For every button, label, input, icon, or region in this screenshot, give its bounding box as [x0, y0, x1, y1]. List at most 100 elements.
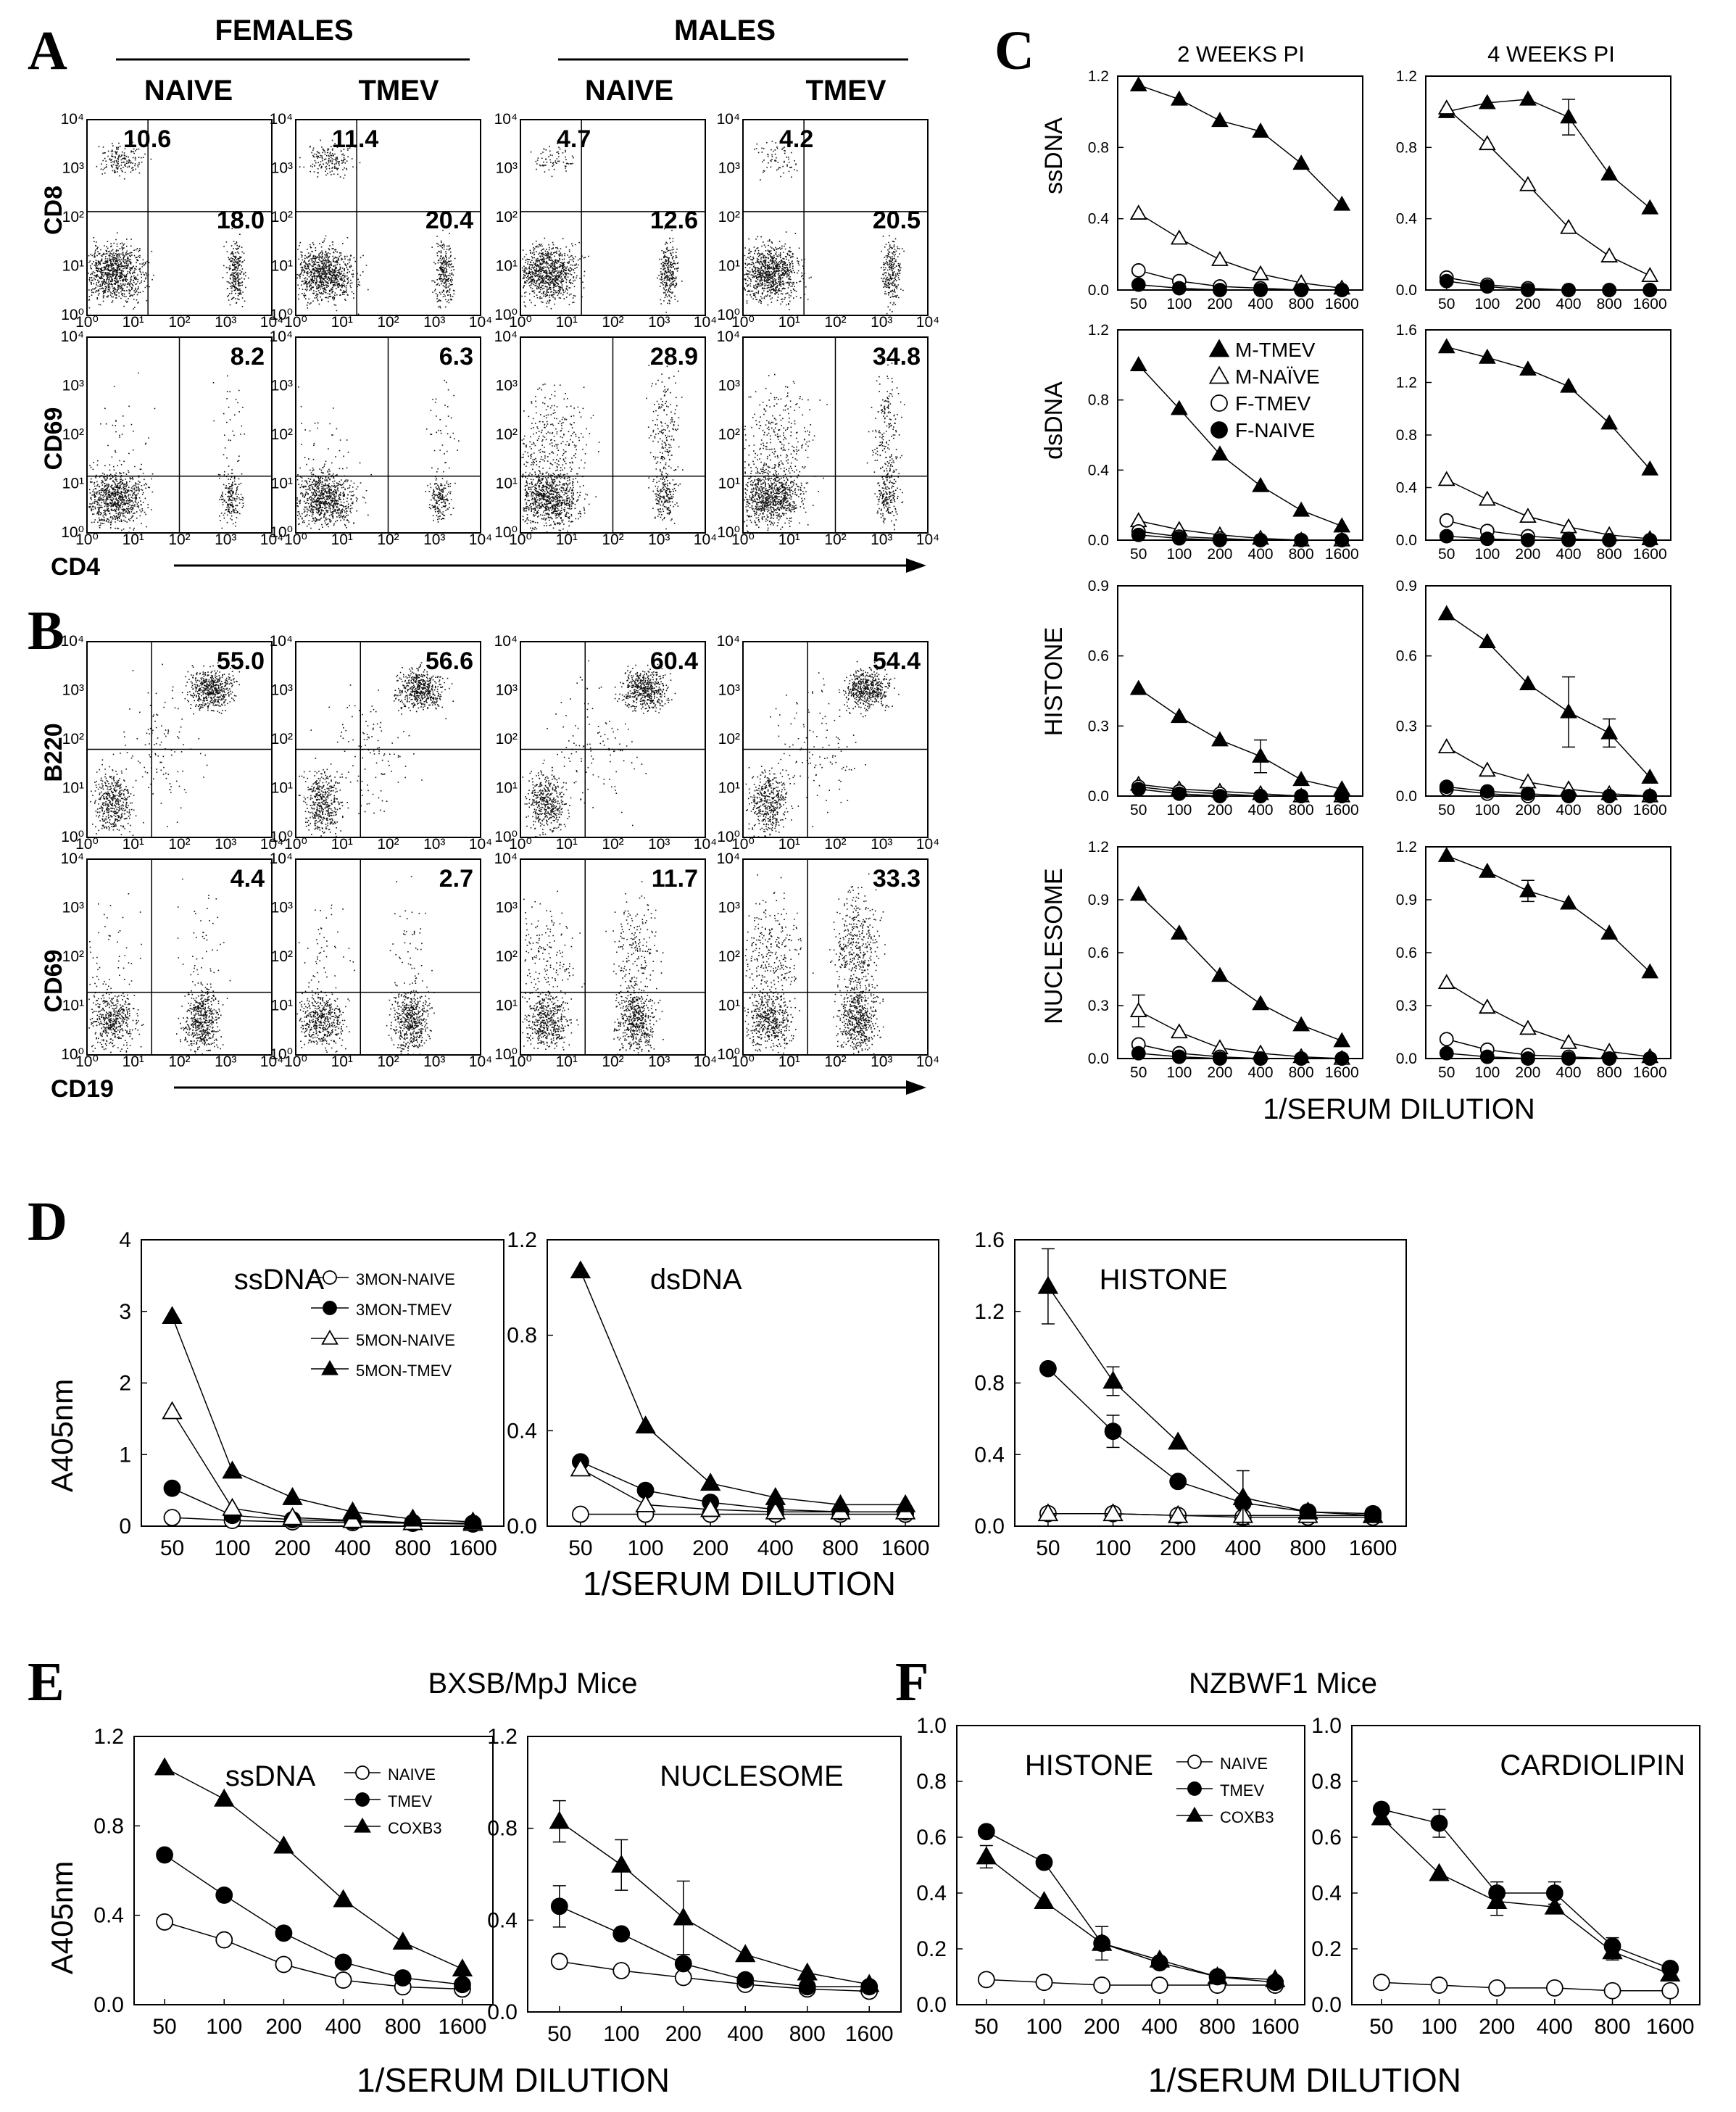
flow-x-tick: 10⁴: [694, 314, 717, 331]
flow-x-tick: 10²: [602, 531, 623, 548]
x-tick-label: 100: [628, 1536, 664, 1560]
x-tick-label: 50: [1130, 802, 1147, 819]
flow-x-tick: 10⁴: [260, 836, 283, 853]
data-point: [612, 1962, 631, 1979]
data-point: [1372, 1974, 1390, 1992]
flow-x-tick: 10³: [423, 314, 445, 331]
data-point: [1561, 533, 1576, 547]
data-point: [797, 1962, 818, 1981]
flow-y-tick: 10⁴: [61, 111, 84, 128]
data-point: [1253, 1051, 1268, 1066]
flow-x-tick: 10³: [871, 314, 892, 331]
series-coxb3: [154, 1757, 473, 1977]
data-point: [1519, 90, 1537, 106]
data-point: [1521, 786, 1535, 801]
data-point: [1560, 1033, 1577, 1049]
x-tick-label: 50: [1438, 802, 1455, 819]
y-tick-label: 0.8: [1088, 139, 1109, 156]
flow-x-tick: 10²: [168, 1053, 190, 1070]
x-tick-label: 100: [1421, 2015, 1457, 2039]
flow-y-tick: 10³: [496, 378, 518, 394]
flow-y-tick: 10¹: [62, 476, 84, 492]
x-tick-label: 400: [1556, 802, 1582, 819]
y-tick-label: 0.9: [1396, 892, 1417, 908]
y-tick-label: 0.0: [1396, 282, 1417, 299]
data-point: [1439, 1032, 1454, 1047]
y-tick-label: 0.8: [1311, 1770, 1342, 1794]
y-tick-label: 0.9: [1396, 578, 1417, 595]
c-row-title-nuclesome: NUCLESOME: [1040, 868, 1068, 1024]
c-xlabel: 1/SERUM DILUTION: [1263, 1093, 1535, 1125]
data-point: [1213, 789, 1227, 803]
data-point: [1294, 789, 1309, 803]
legend-label: 5MON-TMEV: [356, 1362, 452, 1380]
flow-x-tick: 10³: [423, 1053, 445, 1070]
series-line: [986, 1979, 1276, 1986]
data-point: [1642, 1051, 1658, 1066]
flow-x-tick: 10⁴: [260, 1053, 283, 1070]
plot-frame: [527, 1736, 902, 2013]
y-tick-label: 0.0: [487, 2000, 518, 2024]
y-tick-label: 0.8: [507, 1324, 537, 1348]
flow-y-tick: 10²: [718, 209, 740, 225]
series-f-tmev: [1131, 524, 1350, 547]
x-tick-label: 800: [1289, 802, 1314, 819]
flow-percent-cd69-a: 8.2: [231, 343, 265, 370]
x-tick-label: 200: [265, 2015, 302, 2039]
flow-x-tick: 10⁴: [694, 531, 717, 548]
y-tick-label: 1.2: [1088, 839, 1109, 856]
flow-events: [88, 372, 246, 533]
x-tick-label: 200: [1207, 546, 1232, 563]
series-line: [172, 1487, 473, 1524]
data-point: [612, 1925, 631, 1943]
y-tick-label: 1.2: [1396, 68, 1417, 85]
flow-y-tick: 10⁰: [270, 1046, 293, 1063]
series-3mon-naive: [572, 1505, 914, 1523]
panel-label-f: F: [895, 1652, 929, 1713]
data-point: [1560, 218, 1577, 234]
series-naive: [1372, 1974, 1679, 2000]
flow-y-tick: 10⁰: [270, 524, 293, 541]
flow-x-tick: 10¹: [331, 531, 353, 548]
data-point: [1170, 1023, 1188, 1039]
series-line: [1446, 346, 1650, 470]
data-point: [1478, 490, 1496, 506]
series-m-tmev: [1437, 338, 1659, 476]
c-col-title-2wk: 2 WEEKS PI: [1177, 41, 1305, 67]
data-point: [699, 1499, 721, 1517]
x-tick-label: 1600: [881, 1536, 930, 1560]
chart-c_ds_4w: 0.0 0.4 0.8 1.2 1.6 50 100 200 400 800 1600: [1396, 322, 1671, 563]
data-point: [1478, 348, 1496, 364]
flow-events: [296, 876, 435, 1056]
flow-y-tick: 10⁴: [494, 111, 518, 128]
series-coxb3: [976, 1844, 1286, 1987]
legend-item: F-TMEV: [1210, 392, 1311, 415]
y-tick-label: 1.0: [1311, 1714, 1342, 1738]
axis-label-cd69-a: CD69: [40, 407, 67, 471]
flow-x-tick: 10²: [377, 836, 399, 853]
flow-events: [521, 356, 684, 533]
series-coxb3: [1371, 1807, 1681, 1982]
series-line: [1381, 1817, 1671, 1975]
flow-x-tick: 10¹: [331, 1053, 353, 1070]
series-line: [1047, 1512, 1374, 1516]
y-tick-label: 1.6: [974, 1228, 1005, 1252]
flow-x-tick: 10⁴: [916, 314, 939, 331]
data-point: [1131, 782, 1146, 797]
y-tick-label: 1.0: [916, 1714, 947, 1738]
flow-percent-cd8-lower-right: 20.4: [425, 207, 473, 234]
flow-percent-cd8-upper-left: 11.4: [332, 125, 378, 153]
y-tick-label: 0.4: [1396, 480, 1418, 497]
x-tick-label: 200: [665, 2022, 702, 2046]
data-point: [1479, 531, 1495, 547]
y-tick-label: 1.2: [1396, 375, 1417, 392]
x-tick-label: 800: [1289, 546, 1314, 563]
flow-x-tick: 10²: [602, 1053, 623, 1070]
data-point: [1437, 605, 1455, 621]
series-line: [1047, 1368, 1374, 1515]
data-point: [1294, 283, 1309, 297]
data-point: [1641, 460, 1659, 476]
flow-percent-cd8-lower-right: 20.5: [873, 207, 921, 234]
